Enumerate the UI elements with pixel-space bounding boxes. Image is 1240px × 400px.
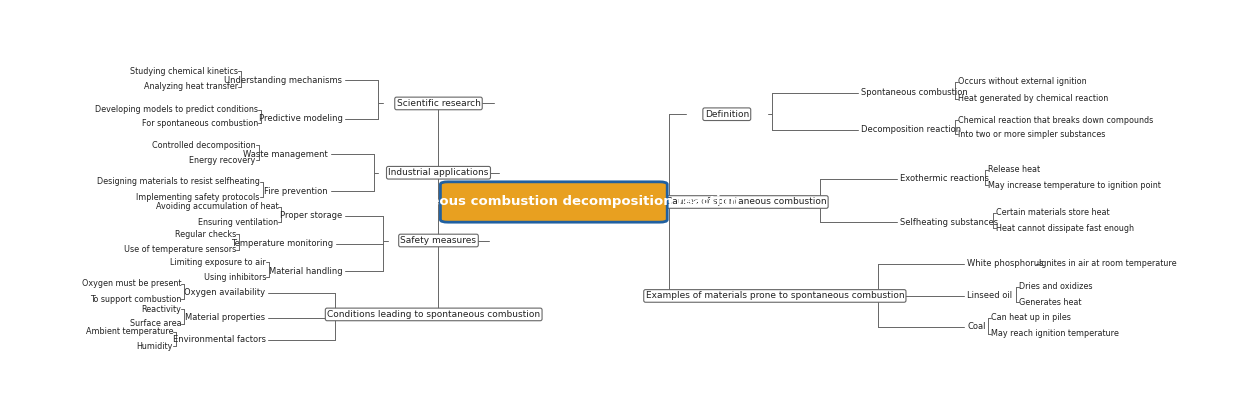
Text: Avoiding accumulation of heat: Avoiding accumulation of heat bbox=[155, 202, 278, 211]
Text: Spontaneous combustion decomposition reaction: Spontaneous combustion decomposition rea… bbox=[368, 196, 739, 208]
Text: Analyzing heat transfer: Analyzing heat transfer bbox=[144, 82, 238, 91]
Text: Regular checks: Regular checks bbox=[175, 230, 237, 239]
Text: White phosphorus: White phosphorus bbox=[967, 259, 1044, 268]
FancyBboxPatch shape bbox=[440, 182, 667, 222]
Text: Spontaneous combustion: Spontaneous combustion bbox=[862, 88, 968, 97]
Text: Temperature monitoring: Temperature monitoring bbox=[231, 239, 332, 248]
Text: Developing models to predict conditions: Developing models to predict conditions bbox=[95, 105, 258, 114]
Text: Environmental factors: Environmental factors bbox=[172, 336, 265, 344]
Text: Waste management: Waste management bbox=[243, 150, 327, 159]
Text: May reach ignition temperature: May reach ignition temperature bbox=[991, 329, 1118, 338]
Text: Conditions leading to spontaneous combustion: Conditions leading to spontaneous combus… bbox=[327, 310, 541, 319]
Text: Energy recovery: Energy recovery bbox=[190, 156, 255, 165]
Text: Certain materials store heat: Certain materials store heat bbox=[996, 208, 1110, 217]
Text: Humidity: Humidity bbox=[136, 342, 174, 351]
Text: Fire prevention: Fire prevention bbox=[264, 187, 327, 196]
Text: Safety measures: Safety measures bbox=[401, 236, 476, 245]
Text: Oxygen availability: Oxygen availability bbox=[185, 288, 265, 297]
Text: Dries and oxidizes: Dries and oxidizes bbox=[1019, 282, 1092, 291]
Text: Implementing safety protocols: Implementing safety protocols bbox=[136, 193, 259, 202]
Text: Material handling: Material handling bbox=[269, 267, 342, 276]
Text: Decomposition reaction: Decomposition reaction bbox=[862, 125, 961, 134]
Text: Use of temperature sensors: Use of temperature sensors bbox=[124, 245, 237, 254]
Text: Definition: Definition bbox=[704, 110, 749, 119]
Text: Reactivity: Reactivity bbox=[141, 305, 181, 314]
Text: Designing materials to resist selfheating: Designing materials to resist selfheatin… bbox=[97, 178, 259, 186]
Text: Using inhibitors: Using inhibitors bbox=[203, 273, 267, 282]
Text: Into two or more simpler substances: Into two or more simpler substances bbox=[957, 130, 1105, 139]
Text: Understanding mechanisms: Understanding mechanisms bbox=[224, 76, 342, 85]
Text: Heat generated by chemical reaction: Heat generated by chemical reaction bbox=[957, 94, 1109, 103]
Text: Heat cannot dissipate fast enough: Heat cannot dissipate fast enough bbox=[996, 224, 1135, 233]
Text: Selfheating substances: Selfheating substances bbox=[900, 218, 998, 226]
Text: Ambient temperature: Ambient temperature bbox=[86, 328, 174, 336]
Text: Occurs without external ignition: Occurs without external ignition bbox=[957, 77, 1086, 86]
Text: Studying chemical kinetics: Studying chemical kinetics bbox=[130, 66, 238, 76]
Text: Can heat up in piles: Can heat up in piles bbox=[991, 313, 1071, 322]
Text: Chemical reaction that breaks down compounds: Chemical reaction that breaks down compo… bbox=[957, 116, 1153, 125]
Text: Release heat: Release heat bbox=[988, 165, 1040, 174]
Text: Linseed oil: Linseed oil bbox=[967, 292, 1012, 300]
Text: Generates heat: Generates heat bbox=[1019, 298, 1081, 306]
Text: Examples of materials prone to spontaneous combustion: Examples of materials prone to spontaneo… bbox=[646, 292, 904, 300]
Text: Controlled decomposition: Controlled decomposition bbox=[153, 140, 255, 150]
Text: Material properties: Material properties bbox=[186, 313, 265, 322]
Text: May increase temperature to ignition point: May increase temperature to ignition poi… bbox=[988, 180, 1161, 190]
Text: Causes of spontaneous combustion: Causes of spontaneous combustion bbox=[666, 198, 826, 206]
Text: Oxygen must be present: Oxygen must be present bbox=[82, 279, 181, 288]
Text: Exothermic reactions: Exothermic reactions bbox=[900, 174, 988, 183]
Text: Industrial applications: Industrial applications bbox=[388, 168, 489, 177]
Text: To support combustion: To support combustion bbox=[89, 294, 181, 304]
Text: Limiting exposure to air: Limiting exposure to air bbox=[170, 258, 267, 266]
Text: Scientific research: Scientific research bbox=[397, 99, 480, 108]
Text: For spontaneous combustion: For spontaneous combustion bbox=[141, 119, 258, 128]
Text: Proper storage: Proper storage bbox=[280, 211, 342, 220]
Text: Predictive modeling: Predictive modeling bbox=[258, 114, 342, 123]
Text: Ensuring ventilation: Ensuring ventilation bbox=[198, 218, 278, 226]
Text: Coal: Coal bbox=[967, 322, 986, 331]
Text: Surface area: Surface area bbox=[129, 319, 181, 328]
Text: Ignites in air at room temperature: Ignites in air at room temperature bbox=[1039, 259, 1177, 268]
